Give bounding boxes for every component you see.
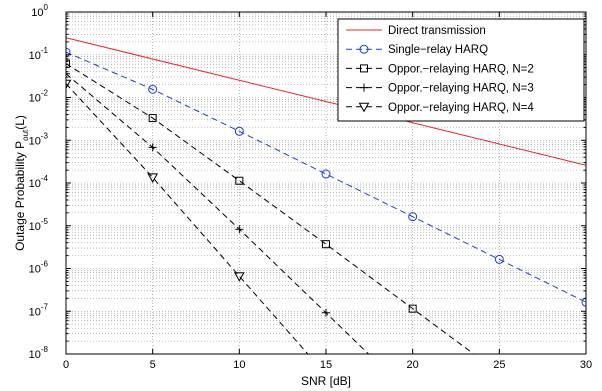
y-tick-label: 10-6: [29, 260, 49, 276]
y-tick-label-base: 10: [29, 135, 41, 147]
data-point: [148, 143, 157, 152]
y-tick-label-base: 10: [29, 264, 41, 276]
y-tick-label-exponent: -4: [41, 174, 49, 183]
legend-swatch-marker: [360, 64, 368, 73]
data-point: [148, 114, 157, 123]
y-tick-label: 10-5: [29, 217, 49, 233]
x-tick-label: 0: [63, 359, 69, 371]
x-tick-label: 10: [233, 359, 245, 371]
legend-entry: Single−relay HARQ: [346, 44, 488, 56]
legend-label: Single−relay HARQ: [388, 44, 488, 56]
x-tick-label: 5: [150, 359, 156, 371]
x-tick-label: 20: [407, 359, 419, 371]
y-tick-label-exponent: -6: [41, 260, 49, 269]
y-tick-label-base: 10: [29, 93, 41, 105]
data-point: [322, 308, 330, 317]
y-axis-label-main: Outage Probability P: [13, 141, 27, 251]
legend-entry: Oppor.−relaying HARQ, N=2: [346, 63, 534, 75]
series-2: [66, 47, 586, 307]
legend-box: [337, 18, 585, 122]
y-tick-label: 10-1: [29, 46, 49, 62]
data-point: [66, 47, 71, 57]
y-tick-label-base: 10: [29, 221, 41, 233]
data-point: [408, 212, 418, 222]
y-tick-label-base: 10: [31, 7, 43, 19]
data-point: [66, 59, 70, 68]
data-point: [494, 254, 504, 264]
data-point: [148, 84, 158, 94]
y-tick-label-base: 10: [29, 349, 41, 361]
series-1: [66, 37, 586, 166]
y-tick-label-exponent: -1: [41, 46, 49, 55]
series-line: [66, 37, 586, 166]
data-point: [147, 173, 159, 183]
x-axis-label: SNR [dB]: [301, 374, 351, 388]
x-tick-label: 30: [580, 359, 592, 371]
data-point: [322, 240, 330, 249]
x-tick-labels: 0 5 10 15 20 25 30: [63, 359, 592, 371]
legend-swatch-marker: [358, 102, 370, 113]
series-4: [66, 69, 370, 354]
legend-label: Oppor.−relaying HARQ, N=3: [388, 83, 534, 95]
legend-swatch-marker: [360, 83, 368, 92]
series-line: [66, 51, 586, 303]
x-tick-label: 25: [493, 359, 505, 371]
data-point: [408, 304, 417, 313]
y-tick-label: 100: [31, 3, 48, 19]
y-tick-label: 10-3: [29, 131, 49, 147]
data-point: [581, 297, 586, 307]
legend-label: Oppor.−relaying HARQ, N=2: [388, 63, 534, 75]
y-tick-label-base: 10: [29, 178, 41, 190]
legend-label: Direct transmission: [388, 25, 486, 37]
y-tick-label: 10-7: [29, 302, 49, 318]
y-tick-label-exponent: -3: [41, 131, 49, 140]
y-tick-label: 10-2: [29, 89, 49, 105]
y-tick-label: 10-4: [29, 174, 49, 190]
legend-swatch-marker: [359, 44, 369, 54]
y-tick-label: 10-8: [29, 345, 49, 361]
series-3: [66, 59, 475, 354]
data-point: [321, 169, 331, 179]
y-tick-label-exponent: -7: [41, 302, 49, 311]
data-point: [234, 126, 244, 136]
series-line: [66, 63, 475, 354]
y-tick-label-exponent: 0: [44, 3, 49, 12]
series-line: [66, 83, 309, 354]
data-point: [235, 225, 244, 234]
legend: Direct transmission Single−relay HARQ Oppo…: [337, 18, 585, 122]
y-axis-label-tail: (L): [13, 115, 27, 130]
data-point: [233, 272, 245, 282]
y-axis-label: Outage Probability Pout(L): [13, 115, 30, 251]
legend-entry: Oppor.−relaying HARQ, N=4: [346, 102, 534, 114]
legend-entry: Oppor.−relaying HARQ, N=3: [346, 83, 534, 95]
legend-entry: Direct transmission: [346, 25, 486, 37]
y-tick-label-base: 10: [29, 50, 41, 62]
x-tick-label: 15: [320, 359, 332, 371]
y-tick-label-exponent: -2: [41, 89, 49, 98]
data-point: [235, 176, 244, 185]
legend-label: Oppor.−relaying HARQ, N=4: [388, 102, 534, 114]
data-point: [66, 69, 70, 78]
y-tick-label-base: 10: [29, 306, 41, 318]
series-group: [66, 37, 586, 354]
y-axis-label-subscript: out: [21, 129, 30, 141]
y-tick-label-exponent: -5: [41, 217, 49, 226]
y-tick-label-exponent: -8: [41, 345, 49, 354]
